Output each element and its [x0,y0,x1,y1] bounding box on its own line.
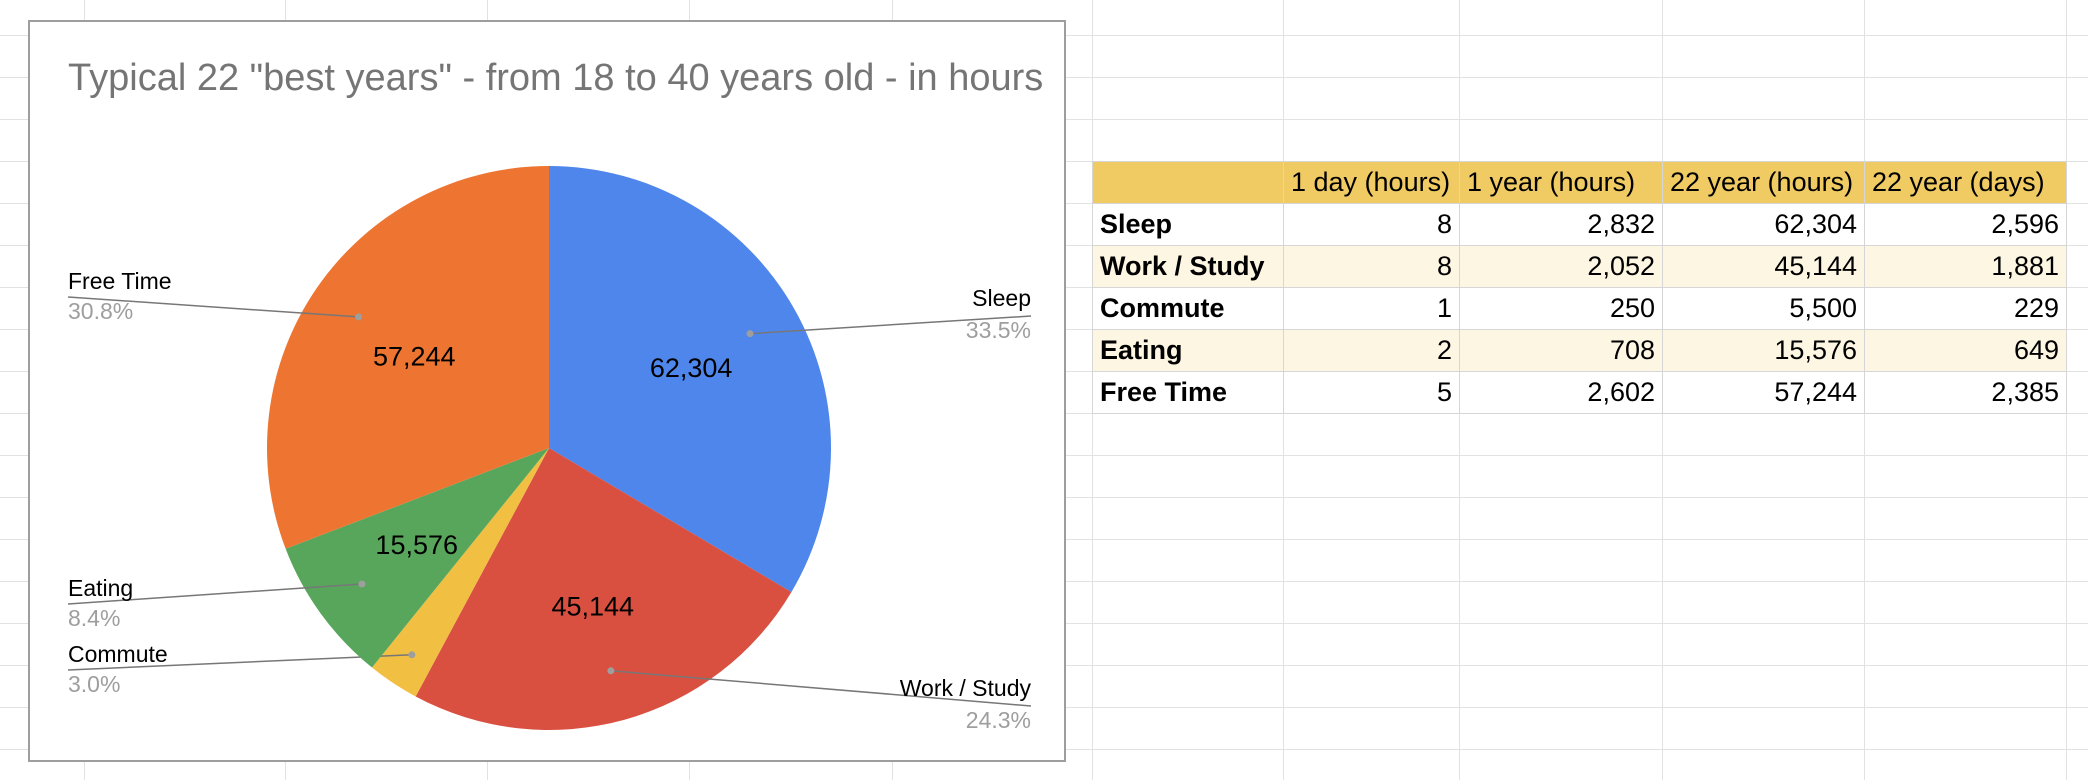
pie-slice-free-time[interactable] [267,166,549,549]
value-cell[interactable]: 45,144 [1662,245,1865,288]
header-cell[interactable]: 1 day (hours) [1283,161,1460,204]
table-row: Commute 1 250 5,500 229 [1092,287,2067,330]
value-cell[interactable]: 8 [1283,203,1460,246]
slice-percent-label: 3.0% [68,671,120,697]
slice-percent-label: 8.4% [68,605,120,631]
data-table: 1 day (hours) 1 year (hours) 22 year (ho… [1092,161,2067,414]
leader-line [67,580,366,605]
slice-percent-label: 33.5% [966,317,1031,343]
value-cell[interactable]: 2,832 [1459,203,1663,246]
value-cell[interactable]: 649 [1864,329,2067,372]
value-cell[interactable]: 15,576 [1662,329,1865,372]
table-row: Sleep 8 2,832 62,304 2,596 [1092,203,2067,246]
leader-line [607,667,1032,707]
slice-percent-label: 24.3% [966,707,1031,733]
value-cell[interactable]: 1,881 [1864,245,2067,288]
pie-slice-sleep[interactable] [549,166,831,593]
row-label-cell[interactable]: Work / Study [1092,245,1284,288]
row-label-cell[interactable]: Free Time [1092,371,1284,414]
table-row: Work / Study 8 2,052 45,144 1,881 [1092,245,2067,288]
leader-line [67,296,363,321]
table-row: Free Time 5 2,602 57,244 2,385 [1092,371,2067,414]
value-cell[interactable]: 1 [1283,287,1460,330]
slice-name-label: Eating [68,575,133,601]
value-cell[interactable]: 62,304 [1662,203,1865,246]
slice-value-label: 45,144 [551,592,634,622]
chart-title: Typical 22 "best years" - from 18 to 40 … [68,57,1044,99]
value-cell[interactable]: 8 [1283,245,1460,288]
value-cell[interactable]: 57,244 [1662,371,1865,414]
table-header-row: 1 day (hours) 1 year (hours) 22 year (ho… [1092,161,2067,204]
leader-line [67,651,416,671]
header-cell[interactable]: 1 year (hours) [1459,161,1663,204]
value-cell[interactable]: 708 [1459,329,1663,372]
header-cell[interactable] [1092,161,1284,204]
header-cell[interactable]: 22 year (days) [1864,161,2067,204]
slice-value-label: 62,304 [650,353,733,383]
value-cell[interactable]: 5 [1283,371,1460,414]
value-cell[interactable]: 2 [1283,329,1460,372]
value-cell[interactable]: 250 [1459,287,1663,330]
value-cell[interactable]: 2,385 [1864,371,2067,414]
value-cell[interactable]: 229 [1864,287,2067,330]
pie-slice-eating[interactable] [285,448,549,668]
row-label-cell[interactable]: Sleep [1092,203,1284,246]
slice-value-label: 15,576 [375,530,458,560]
leader-line [746,315,1032,338]
value-cell[interactable]: 5,500 [1662,287,1865,330]
pie-chart: 62,304 Sleep 33.5% 45,144 Work / Study 24.3% C… [67,166,1032,733]
pie-slice-commute[interactable] [371,448,549,697]
slice-name-label: Sleep [972,285,1031,311]
table-row: Eating 2 708 15,576 649 [1092,329,2067,372]
value-cell[interactable]: 2,052 [1459,245,1663,288]
row-label-cell[interactable]: Eating [1092,329,1284,372]
pie-slice-work-study[interactable] [415,448,792,730]
value-cell[interactable]: 2,602 [1459,371,1663,414]
slice-name-label: Work / Study [900,675,1032,701]
slice-value-label: 57,244 [373,341,456,371]
slice-percent-label: 30.8% [68,298,133,324]
pie-chart-card[interactable]: Typical 22 "best years" - from 18 to 40 … [28,20,1066,762]
header-cell[interactable]: 22 year (hours) [1662,161,1865,204]
value-cell[interactable]: 2,596 [1864,203,2067,246]
slice-name-label: Commute [68,641,168,667]
row-label-cell[interactable]: Commute [1092,287,1284,330]
slice-name-label: Free Time [68,268,172,294]
